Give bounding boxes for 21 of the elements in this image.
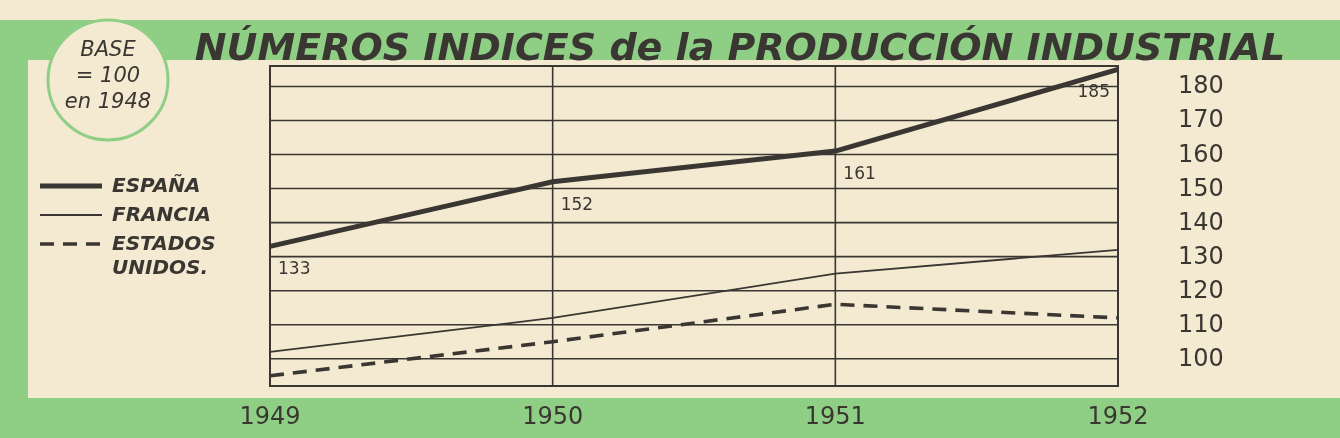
legend-label: ESPAÑA [112,172,201,197]
data-label: 161 [843,163,876,184]
y-tick-label: 110 [1178,309,1224,338]
legend-label: FRANCIA [112,201,211,226]
chart-title: NÚMEROS INDICES de la PRODUCCIÓN INDUSTRIAL [194,25,1286,69]
x-tick-label: 1950 [522,402,584,430]
x-tick-label: 1951 [804,402,866,430]
y-tick-label: 160 [1178,139,1224,168]
x-tick-label: 1952 [1087,402,1149,430]
y-tick-label: 170 [1178,105,1224,134]
y-tick-label: 100 [1178,343,1224,372]
data-label: 152 [560,193,594,214]
y-tick-label: 180 [1178,71,1224,100]
y-tick-label: 140 [1178,207,1224,236]
data-label: 133 [278,258,311,279]
y-tick-label: 150 [1178,173,1224,202]
x-tick-label: 1949 [239,402,301,430]
y-tick-label: 130 [1178,241,1224,270]
y-tick-label: 120 [1178,275,1224,304]
legend-label: ESTADOS UNIDOS. [112,230,216,279]
text: BASE = 100 en 1948 [64,37,152,113]
